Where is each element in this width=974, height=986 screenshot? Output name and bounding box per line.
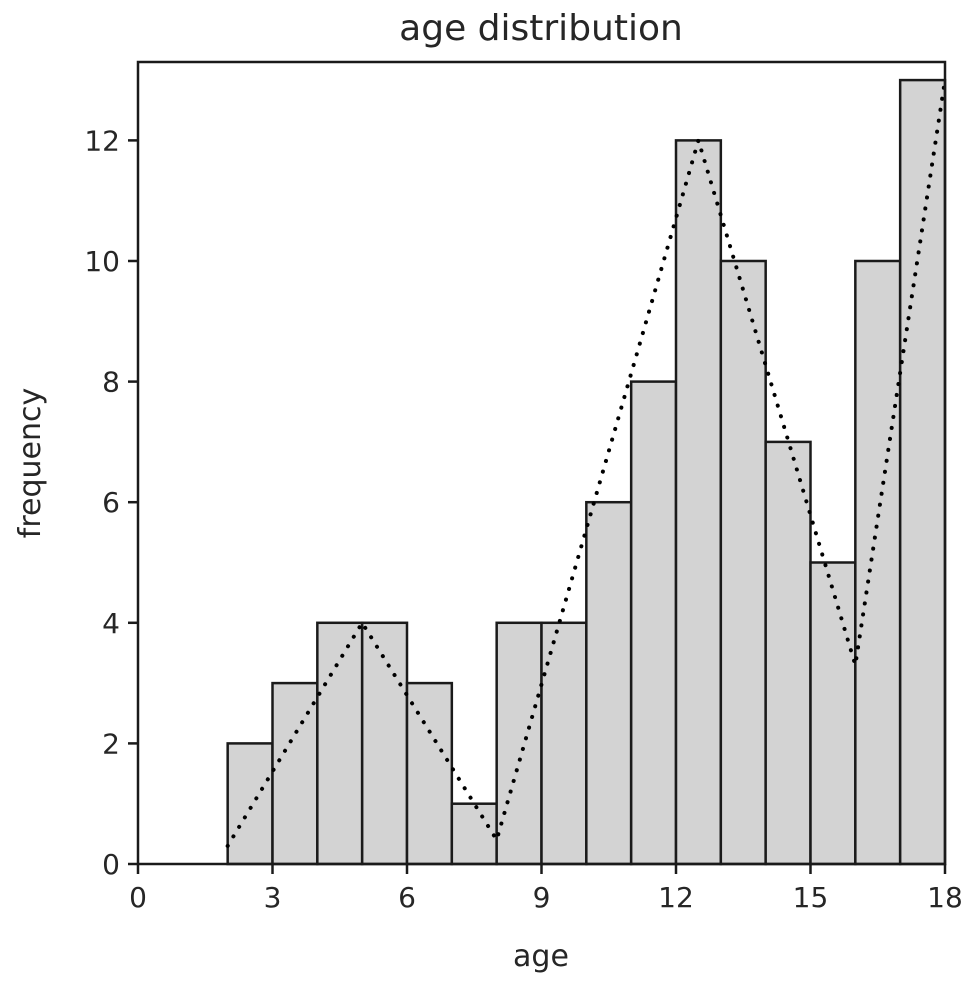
x-axis-label: age [513, 939, 569, 974]
y-tick-label-6: 6 [102, 486, 120, 519]
bar-15-16 [809, 561, 857, 866]
y-tick-label-4: 4 [102, 607, 120, 640]
bar-13-14 [719, 259, 767, 866]
bar-6-7 [405, 681, 454, 866]
bar-10-11 [585, 500, 633, 866]
y-axis-label: frequency [13, 388, 48, 538]
y-tick-label-10: 10 [84, 245, 120, 278]
bar-12-13 [674, 139, 723, 866]
y-axis: 0 2 4 6 8 10 12 [84, 124, 138, 881]
bar-3-4 [271, 681, 319, 866]
bar-11-12 [629, 380, 678, 866]
x-tick-label-3: 3 [264, 881, 282, 914]
x-axis: 0 3 6 9 12 15 18 [129, 864, 963, 914]
bar-5-6 [360, 621, 409, 866]
x-tick-label-12: 12 [658, 881, 694, 914]
x-tick-label-15: 15 [793, 881, 829, 914]
bar-17-18 [898, 78, 947, 866]
x-tick-label-9: 9 [533, 881, 551, 914]
bar-7-8 [450, 802, 498, 866]
bar-8-9 [495, 621, 543, 866]
bar-2-3 [226, 742, 274, 866]
x-tick-label-18: 18 [927, 881, 963, 914]
x-tick-label-6: 6 [398, 881, 416, 914]
y-tick-label-0: 0 [102, 848, 120, 881]
bar-14-15 [764, 440, 812, 866]
bars-group [226, 78, 947, 866]
y-tick-label-8: 8 [102, 366, 120, 399]
bar-4-5 [316, 621, 364, 866]
bar-16-17 [854, 259, 902, 866]
y-tick-label-2: 2 [102, 727, 120, 760]
y-tick-label-12: 12 [84, 124, 120, 157]
x-tick-label-0: 0 [129, 881, 147, 914]
chart-title: age distribution [399, 8, 683, 49]
bar-9-10 [540, 621, 588, 866]
